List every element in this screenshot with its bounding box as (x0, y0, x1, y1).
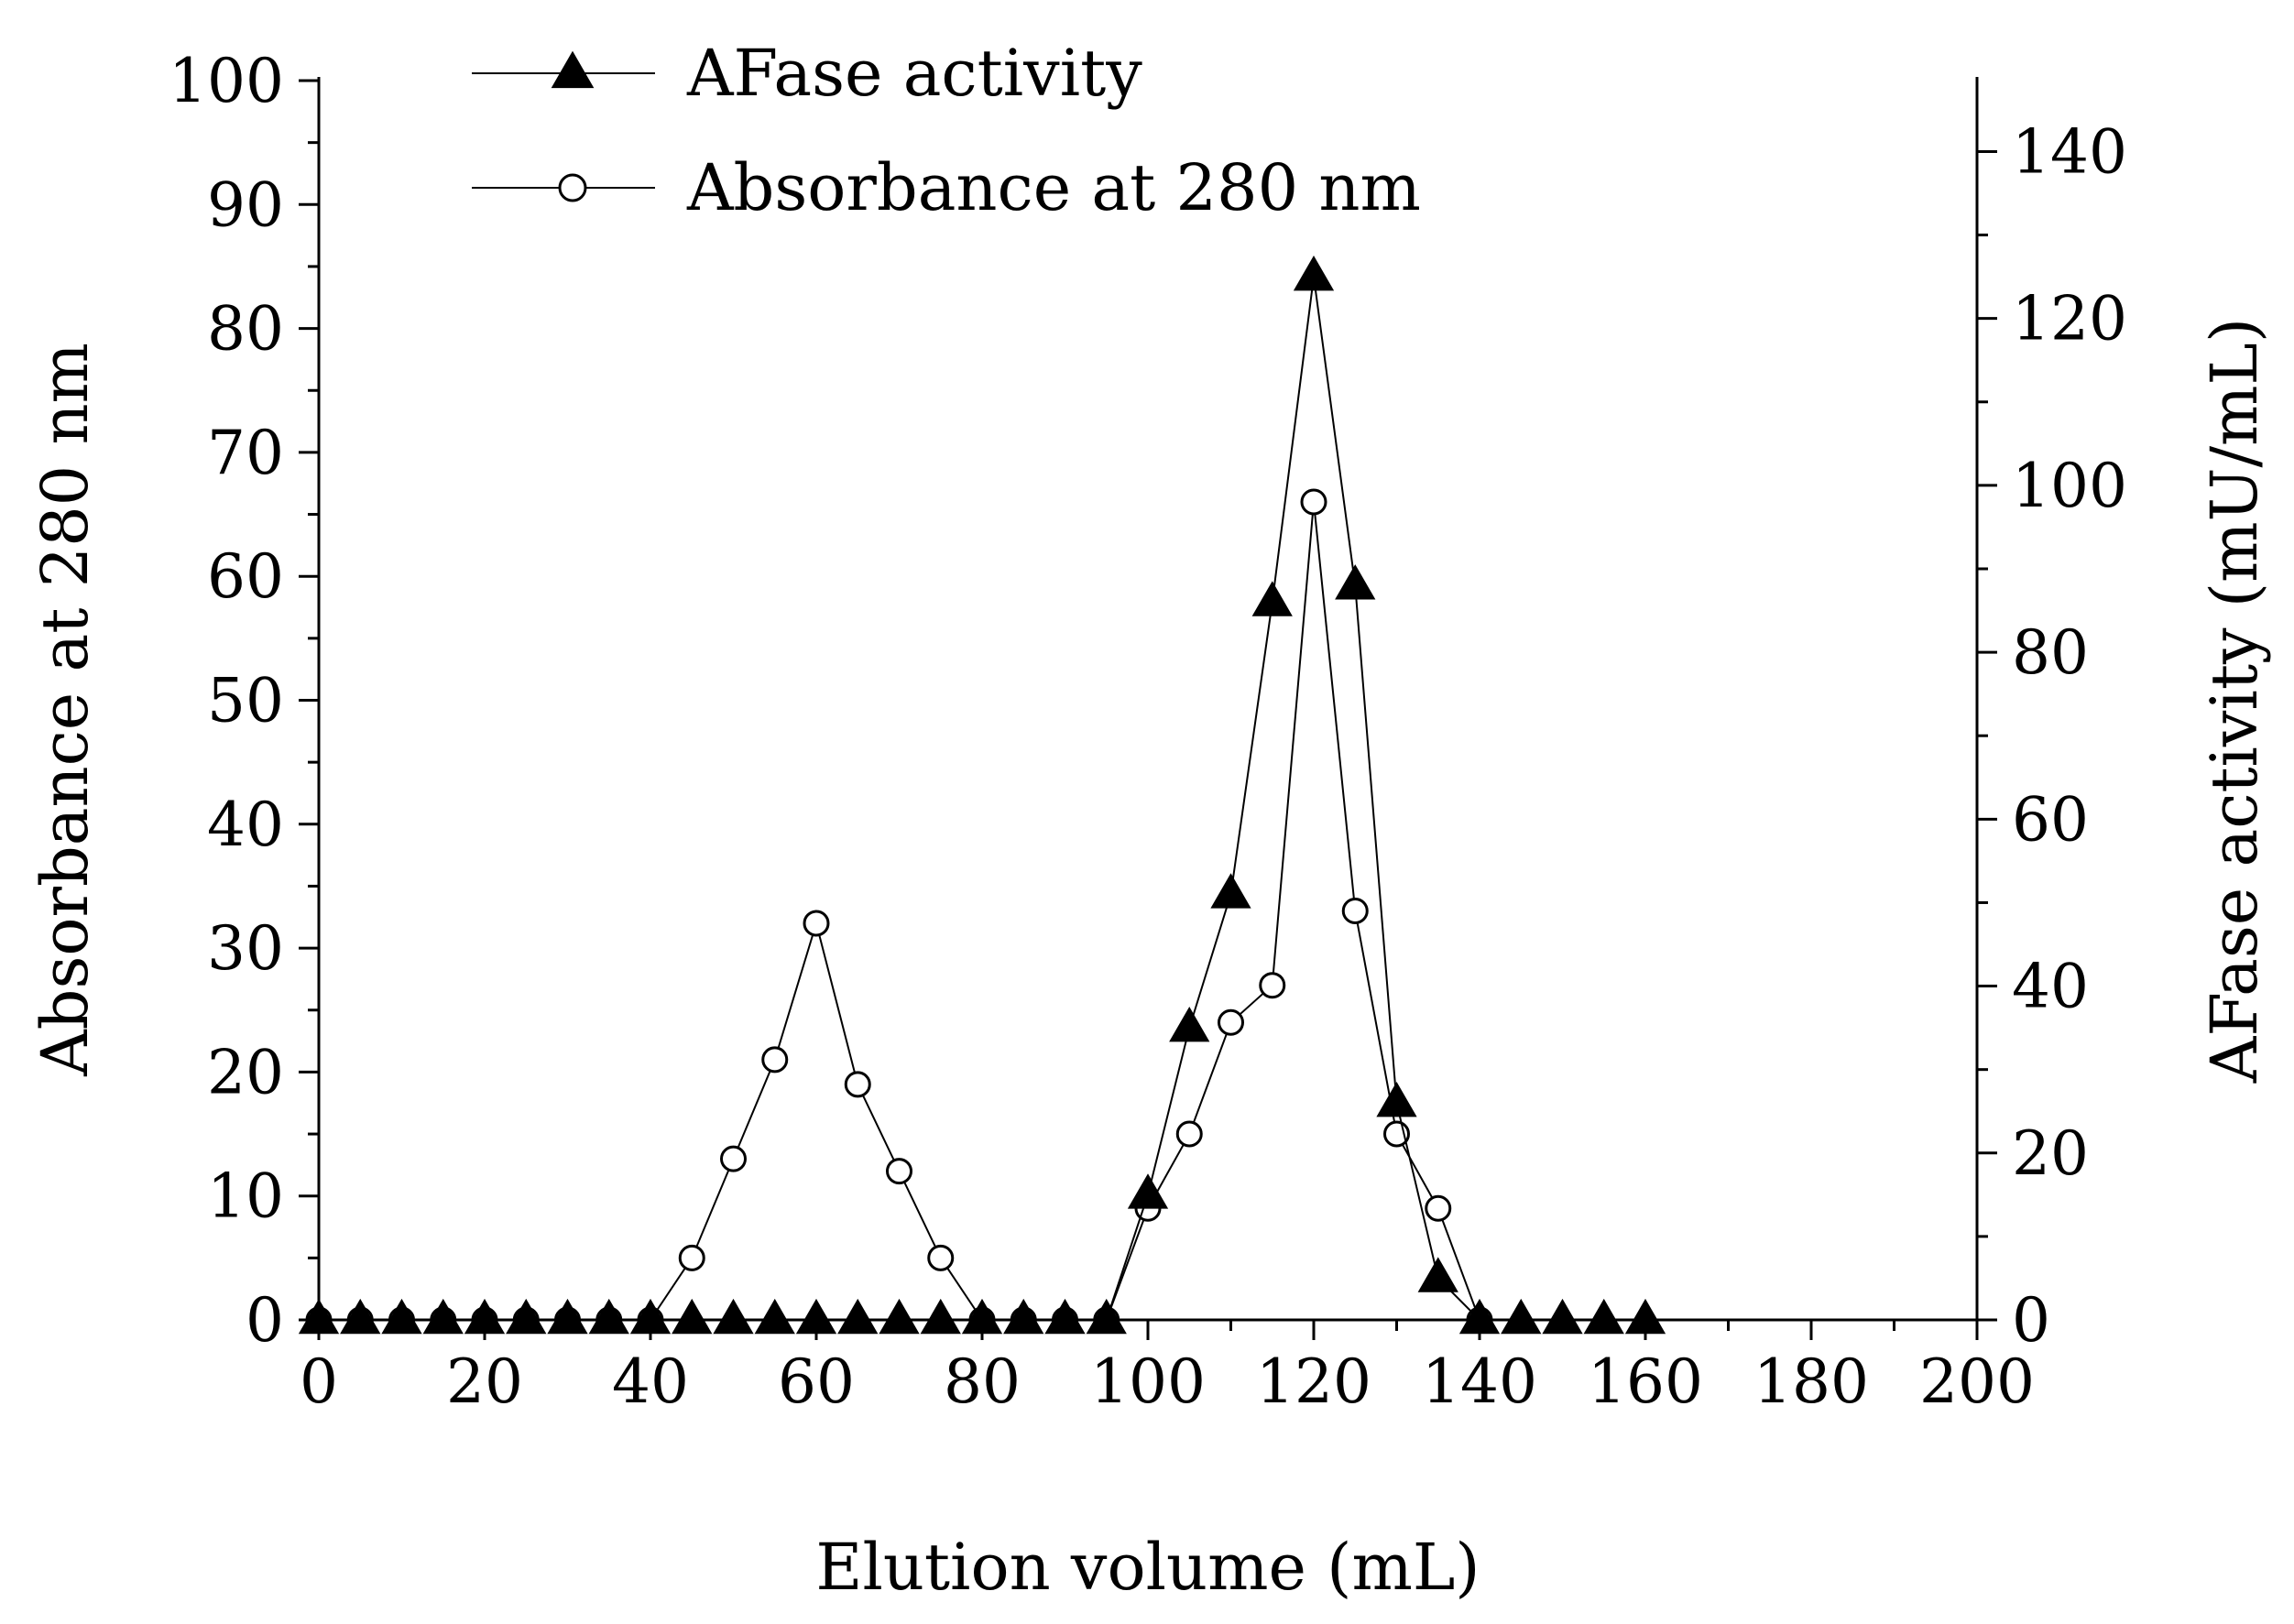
legend-entry: AFase activity (472, 36, 1142, 111)
data-point (886, 1158, 912, 1185)
data-point (1376, 1082, 1417, 1117)
y-left-tick-label: 90 (207, 169, 284, 240)
data-point (678, 1244, 705, 1271)
data-point (920, 1298, 961, 1335)
series-absorbance (305, 488, 1493, 1334)
y-left-tick-label: 20 (207, 1037, 284, 1107)
data-point (340, 1298, 381, 1335)
x-tick-label: 100 (1090, 1346, 1206, 1417)
y-left-tick-label: 40 (207, 790, 284, 860)
x-tick-label: 80 (944, 1346, 1021, 1417)
x-tick-label: 60 (778, 1346, 855, 1417)
data-point (1417, 1257, 1458, 1292)
data-point (713, 1298, 754, 1335)
y-right-tick-label: 20 (2012, 1118, 2089, 1189)
data-point (1218, 1008, 1244, 1036)
data-point (1175, 1120, 1203, 1148)
x-tick-label: 200 (1919, 1346, 2035, 1417)
series-layer (298, 256, 1666, 1335)
data-point (506, 1298, 547, 1335)
data-point (879, 1298, 920, 1335)
y-right-tick-label: 100 (2012, 451, 2127, 521)
data-point (1293, 256, 1335, 291)
data-point (1458, 1298, 1501, 1335)
y-right-axis-title: AFase activity (mU/mL) (2197, 318, 2272, 1084)
data-point (761, 1046, 789, 1074)
y-left-tick-label: 50 (207, 666, 284, 736)
data-point (1086, 1298, 1127, 1335)
legend-layer: AFase activity Absorbance at 280 nm (472, 36, 1421, 225)
series-line (319, 276, 1645, 1321)
y-right-tick-label: 40 (2012, 952, 2089, 1022)
x-tick-label: 40 (612, 1346, 689, 1417)
data-point (844, 1071, 871, 1098)
y-left-tick-label: 60 (207, 541, 284, 612)
data-point (547, 1298, 588, 1335)
legend-label: Absorbance at 280 nm (686, 150, 1421, 225)
series-afase (298, 256, 1666, 1335)
y-right-tick-label: 140 (2012, 116, 2127, 187)
axes-layer: 0 20 40 60 80 100 120 140 160 180 2000102030405060… (27, 46, 2272, 1605)
data-point (837, 1298, 879, 1335)
data-point (927, 1244, 955, 1271)
data-point (961, 1298, 1003, 1335)
data-point (1383, 1120, 1410, 1148)
data-point (1044, 1298, 1086, 1335)
y-left-tick-label: 0 (246, 1285, 284, 1356)
y-left-tick-label: 30 (207, 913, 284, 984)
data-point (464, 1298, 506, 1335)
data-point (1425, 1194, 1452, 1222)
x-tick-label: 180 (1753, 1346, 1869, 1417)
y-left-tick-label: 10 (207, 1161, 284, 1232)
data-point (1127, 1173, 1169, 1209)
y-right-tick-label: 120 (2012, 284, 2127, 354)
legend-marker (551, 50, 595, 89)
y-left-axis-title: Absorbance at 280 nm (27, 343, 103, 1077)
data-point (381, 1298, 422, 1335)
y-left-tick-label: 70 (207, 418, 284, 488)
data-point (1210, 873, 1251, 909)
y-right-tick-label: 80 (2012, 617, 2089, 688)
data-point (672, 1298, 713, 1335)
series-line (319, 501, 1480, 1321)
data-point (1169, 1007, 1210, 1042)
y-right-tick-label: 0 (2012, 1285, 2050, 1356)
data-point (1003, 1298, 1044, 1335)
y-right-tick-label: 60 (2012, 784, 2089, 855)
data-point (795, 1298, 837, 1335)
x-axis-title: Elution volume (mL) (815, 1530, 1480, 1605)
data-point (1583, 1298, 1624, 1335)
data-point (1259, 972, 1286, 999)
y-left-tick-label: 100 (169, 46, 284, 116)
x-tick-label: 160 (1588, 1346, 1703, 1417)
data-point (629, 1298, 672, 1335)
data-point (1251, 581, 1293, 616)
data-point (1341, 898, 1369, 925)
data-point (588, 1298, 629, 1335)
data-point (1542, 1298, 1583, 1335)
x-tick-label: 120 (1256, 1346, 1371, 1417)
legend-marker (558, 173, 587, 202)
data-point (1501, 1298, 1542, 1335)
data-point (754, 1298, 795, 1335)
legend-label: AFase activity (686, 36, 1142, 111)
data-point (422, 1298, 464, 1335)
legend-entry: Absorbance at 280 nm (472, 150, 1421, 225)
y-left-tick-label: 80 (207, 294, 284, 365)
x-tick-label: 20 (446, 1346, 523, 1417)
data-point (803, 910, 830, 937)
data-point (1624, 1298, 1666, 1335)
data-point (1335, 564, 1376, 600)
data-point (720, 1145, 747, 1172)
x-tick-label: 0 (300, 1346, 338, 1417)
data-point (1300, 488, 1327, 516)
x-tick-label: 140 (1422, 1346, 1537, 1417)
data-point (298, 1298, 340, 1335)
